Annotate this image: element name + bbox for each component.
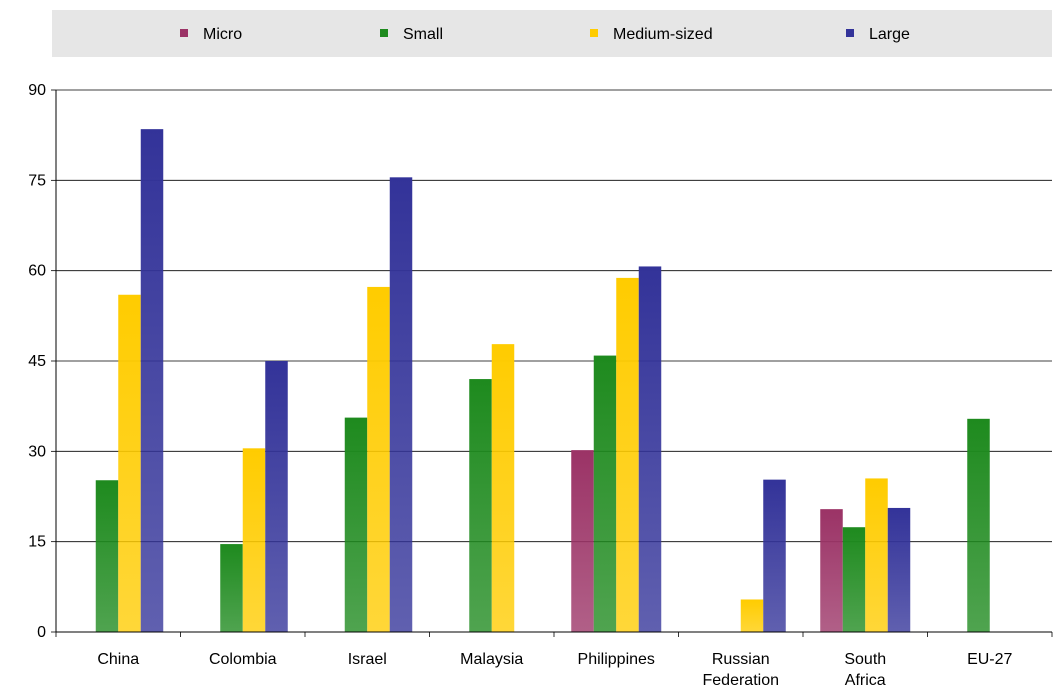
legend-swatch-1	[180, 29, 188, 37]
y-tick-label: 30	[28, 443, 46, 460]
y-tick-label: 0	[37, 624, 46, 641]
legend-swatch-2	[380, 29, 388, 37]
legend-label-3: Medium-sized	[613, 26, 713, 43]
bar-small-4	[593, 355, 617, 632]
x-tick-label: Colombia	[209, 651, 277, 668]
x-tick-label: Israel	[348, 651, 387, 668]
legend-label-4: Large	[869, 26, 910, 43]
y-tick-label: 45	[28, 353, 46, 370]
x-axis: China Colombia Israel Malaysia Philippines Ru…	[55, 631, 1053, 689]
x-tick-label: Russian Federation	[703, 651, 780, 689]
bar-large-5	[763, 479, 786, 632]
bar-medium-sized-2	[367, 286, 390, 632]
y-tick-label: 90	[28, 82, 46, 99]
bar-medium-sized-0	[118, 294, 141, 632]
legend-label-2: Small	[403, 26, 443, 43]
bar-large-0	[140, 129, 164, 632]
bar-small-1	[220, 544, 243, 632]
legend-label-1: Micro	[203, 26, 242, 43]
legend-swatch-4	[846, 29, 854, 37]
x-tick-label: EU-27	[967, 651, 1012, 668]
x-tick-label: South Africa	[844, 651, 886, 689]
bar-large-6	[887, 507, 911, 632]
bar-medium-sized-5	[740, 599, 764, 632]
bar-large-4	[638, 266, 662, 632]
legend: Micro Small Medium-sized Large	[180, 26, 910, 43]
x-tick-label: Malaysia	[460, 651, 523, 668]
legend-background	[52, 10, 1052, 57]
y-tick-label: 60	[28, 263, 46, 280]
legend-swatch-3	[590, 29, 598, 37]
bar-small-0	[95, 480, 119, 632]
bar-micro-4	[571, 450, 594, 632]
y-axis: 0 15 30 45 60 75 90	[28, 82, 57, 641]
bar-medium-sized-6	[865, 478, 888, 632]
bar-small-7	[967, 418, 990, 632]
bar-medium-sized-4	[616, 277, 639, 632]
x-tick-label: Philippines	[578, 651, 655, 668]
gridlines	[56, 89, 1052, 543]
bar-large-1	[265, 361, 288, 632]
y-tick-label: 15	[28, 534, 46, 551]
bar-small-2	[344, 417, 368, 632]
bar-small-6	[842, 527, 866, 632]
bar-medium-sized-1	[242, 448, 266, 632]
bar-micro-6	[820, 509, 843, 632]
bar-large-2	[389, 177, 413, 633]
x-tick-label: China	[97, 651, 139, 668]
bars	[95, 129, 990, 633]
bar-small-3	[469, 379, 492, 632]
bar-medium-sized-3	[491, 344, 515, 632]
y-tick-label: 75	[28, 172, 46, 189]
